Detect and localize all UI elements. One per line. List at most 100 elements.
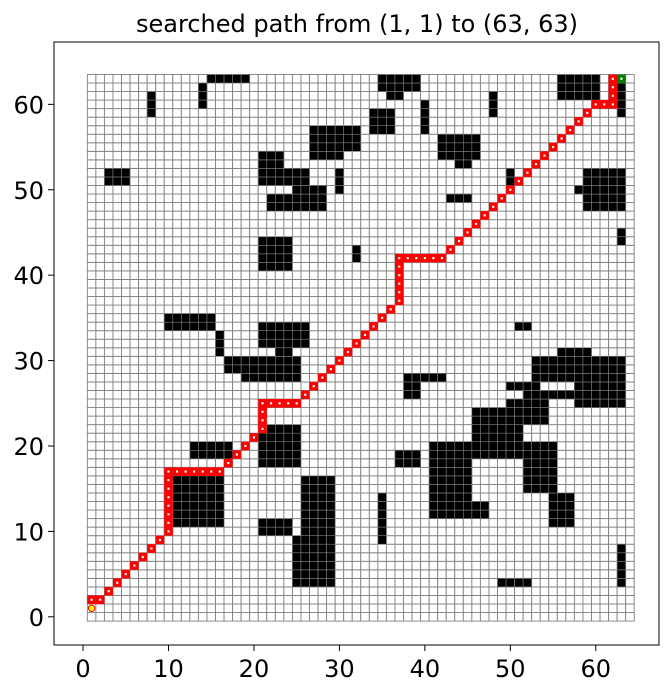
free-cell bbox=[103, 441, 114, 451]
free-cell bbox=[445, 321, 456, 332]
free-cell bbox=[565, 441, 575, 451]
free-cell bbox=[445, 338, 456, 349]
free-cell bbox=[394, 202, 404, 212]
obstacle-cell bbox=[257, 253, 268, 263]
free-cell bbox=[232, 270, 242, 280]
obstacle-cell bbox=[565, 74, 575, 84]
obstacle-cell bbox=[463, 441, 473, 451]
obstacle-cell bbox=[112, 168, 122, 178]
free-cell bbox=[360, 526, 370, 537]
free-cell bbox=[223, 501, 234, 511]
free-cell bbox=[274, 586, 285, 596]
free-cell bbox=[454, 108, 464, 118]
free-cell bbox=[197, 278, 208, 289]
free-cell bbox=[360, 415, 370, 426]
obstacle-cell bbox=[300, 176, 310, 186]
obstacle-cell bbox=[599, 364, 609, 374]
free-cell bbox=[565, 116, 575, 127]
free-cell bbox=[514, 210, 524, 221]
free-cell bbox=[309, 313, 319, 323]
free-cell bbox=[180, 449, 191, 460]
obstacle-cell bbox=[463, 449, 473, 460]
free-cell bbox=[317, 466, 328, 477]
free-cell bbox=[573, 612, 584, 622]
free-cell bbox=[163, 552, 174, 562]
free-cell bbox=[497, 364, 507, 374]
free-cell bbox=[189, 99, 199, 110]
free-cell bbox=[103, 347, 114, 357]
free-cell bbox=[565, 133, 575, 144]
free-cell bbox=[616, 270, 627, 280]
free-cell bbox=[300, 347, 310, 357]
free-cell bbox=[146, 347, 157, 357]
free-cell bbox=[334, 577, 345, 588]
free-cell bbox=[556, 125, 567, 135]
free-cell bbox=[565, 586, 575, 596]
free-cell bbox=[197, 176, 208, 186]
obstacle-cell bbox=[146, 99, 156, 109]
free-cell bbox=[249, 193, 259, 204]
obstacle-cell bbox=[445, 458, 456, 468]
free-cell bbox=[385, 185, 396, 195]
free-cell bbox=[172, 424, 182, 434]
obstacle-cell bbox=[608, 381, 618, 391]
free-cell bbox=[548, 244, 558, 255]
free-cell bbox=[411, 526, 422, 537]
obstacle-cell bbox=[283, 518, 293, 528]
free-cell bbox=[385, 347, 396, 357]
free-cell bbox=[163, 398, 174, 409]
free-cell bbox=[283, 313, 293, 323]
obstacle-cell bbox=[539, 390, 550, 400]
free-cell bbox=[471, 74, 481, 84]
free-cell bbox=[215, 355, 225, 366]
free-cell bbox=[240, 227, 251, 238]
obstacle-cell bbox=[266, 432, 276, 443]
free-cell bbox=[411, 560, 422, 571]
y-tick-label: 20 bbox=[13, 433, 44, 461]
free-cell bbox=[189, 355, 199, 366]
free-cell bbox=[625, 355, 635, 366]
free-cell bbox=[445, 125, 456, 135]
free-cell bbox=[266, 142, 276, 152]
free-cell bbox=[274, 381, 285, 391]
obstacle-cell bbox=[317, 509, 327, 519]
free-cell bbox=[223, 398, 234, 409]
free-cell bbox=[582, 424, 592, 434]
free-cell bbox=[514, 142, 524, 152]
free-cell bbox=[343, 91, 353, 101]
obstacle-cell bbox=[266, 449, 276, 460]
free-cell bbox=[454, 347, 464, 357]
free-cell bbox=[582, 432, 592, 443]
free-cell bbox=[112, 595, 122, 605]
free-cell bbox=[197, 74, 208, 84]
obstacle-cell bbox=[454, 151, 464, 161]
free-cell bbox=[582, 509, 592, 520]
free-cell bbox=[274, 133, 285, 144]
free-cell bbox=[368, 543, 379, 554]
obstacle-cell bbox=[206, 492, 216, 502]
free-cell bbox=[420, 296, 430, 306]
obstacle-cell bbox=[471, 509, 481, 519]
free-cell bbox=[334, 560, 345, 571]
free-cell bbox=[95, 330, 105, 340]
free-cell bbox=[582, 501, 592, 511]
obstacle-cell bbox=[266, 244, 276, 255]
obstacle-cell bbox=[266, 262, 276, 272]
free-cell bbox=[608, 415, 618, 426]
free-cell bbox=[385, 595, 396, 605]
free-cell bbox=[163, 278, 174, 289]
free-cell bbox=[420, 91, 430, 101]
free-cell bbox=[582, 560, 592, 571]
free-cell bbox=[103, 458, 114, 468]
free-cell bbox=[548, 82, 558, 92]
free-cell bbox=[155, 253, 165, 263]
free-cell bbox=[462, 518, 473, 528]
obstacle-cell bbox=[300, 578, 310, 588]
free-cell bbox=[129, 330, 140, 340]
free-cell bbox=[240, 407, 251, 417]
path-cell bbox=[181, 467, 190, 476]
free-cell bbox=[351, 159, 362, 169]
free-cell bbox=[573, 321, 584, 332]
free-cell bbox=[283, 304, 293, 315]
free-cell bbox=[488, 116, 498, 127]
